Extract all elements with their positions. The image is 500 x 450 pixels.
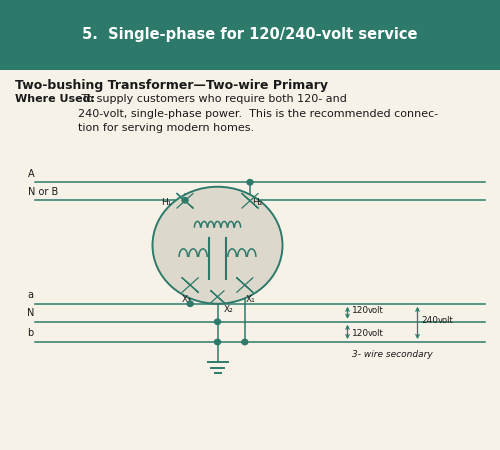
Text: X₃: X₃	[182, 295, 191, 304]
Polygon shape	[237, 278, 253, 292]
Text: X₂: X₂	[224, 305, 233, 314]
Circle shape	[247, 180, 253, 185]
Circle shape	[187, 301, 193, 306]
Text: a: a	[28, 290, 34, 300]
Text: 120: 120	[352, 328, 368, 338]
Circle shape	[214, 319, 220, 324]
Text: H₂: H₂	[252, 198, 262, 207]
Circle shape	[152, 187, 282, 304]
Text: 5.  Single-phase for 120/240-volt service: 5. Single-phase for 120/240-volt service	[82, 27, 418, 42]
FancyBboxPatch shape	[0, 0, 500, 70]
Text: H₁: H₁	[162, 198, 172, 207]
Polygon shape	[242, 194, 258, 208]
Text: Where Used:: Where Used:	[15, 94, 95, 104]
Text: 240: 240	[422, 316, 438, 325]
Polygon shape	[177, 194, 193, 208]
Circle shape	[214, 339, 220, 345]
Text: A: A	[28, 169, 34, 179]
Text: X₁: X₁	[246, 295, 256, 304]
Text: 120: 120	[352, 306, 368, 315]
Text: volt: volt	[438, 316, 453, 325]
Text: Two-bushing Transformer—Two-wire Primary: Two-bushing Transformer—Two-wire Primary	[15, 79, 328, 92]
Text: N: N	[28, 308, 35, 318]
Text: 3- wire secondary: 3- wire secondary	[352, 350, 432, 359]
Circle shape	[242, 339, 248, 345]
Text: b: b	[28, 328, 34, 338]
Text: N or B: N or B	[28, 187, 58, 197]
Text: volt: volt	[368, 306, 384, 315]
Polygon shape	[182, 278, 198, 292]
Polygon shape	[211, 291, 224, 302]
Text: volt: volt	[368, 328, 384, 338]
Circle shape	[182, 198, 188, 203]
Text: To supply customers who require both 120- and
240-volt, single-phase power.  Thi: To supply customers who require both 120…	[78, 94, 438, 133]
